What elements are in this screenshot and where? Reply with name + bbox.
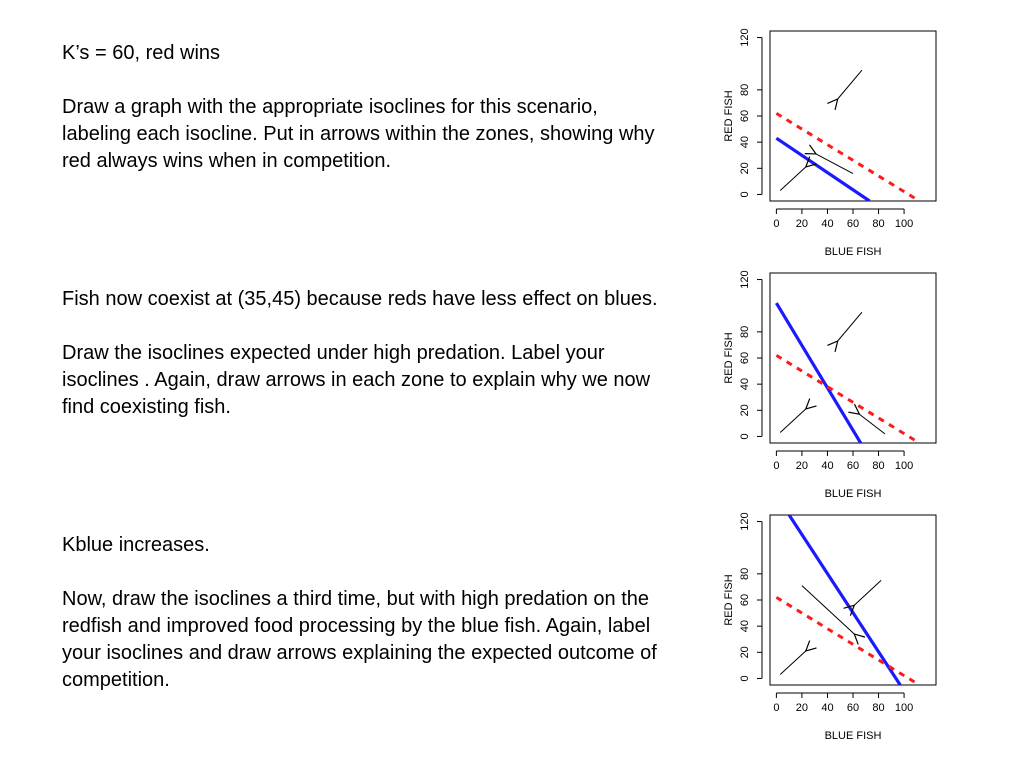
trajectory-arrow [838, 69, 863, 99]
x-tick-label: 0 [773, 460, 779, 472]
question-2-heading: Fish now coexist at (35,45) because reds… [62, 288, 658, 310]
plot-frame [769, 30, 937, 202]
x-tick-label: 40 [821, 702, 833, 714]
y-tick-label: 60 [739, 110, 751, 122]
x-tick-label: 0 [773, 218, 779, 230]
trajectory-arrow [779, 409, 806, 433]
trajectory-arrow [779, 651, 806, 675]
x-tick-label: 80 [872, 218, 884, 230]
y-tick-label: 120 [739, 28, 751, 46]
isoclines [775, 302, 921, 443]
x-axis-label: BLUE FISH [825, 246, 882, 258]
red-isocline [775, 112, 921, 201]
x-tick-label: 40 [821, 218, 833, 230]
plot-frame [769, 272, 937, 444]
x-tick-label: 20 [796, 218, 808, 230]
x-axis-label: BLUE FISH [825, 730, 882, 742]
question-block-3: Kblue increases. Now, draw the isoclines… [62, 532, 662, 694]
question-1-instructions: Draw a graph with the appropriate isocli… [62, 96, 655, 172]
blue-isocline [775, 302, 863, 443]
y-tick-label: 40 [739, 378, 751, 390]
x-axis-label: BLUE FISH [825, 488, 882, 500]
question-block-1: K’s = 60, red wins Draw a graph with the… [62, 40, 662, 175]
x-tick-label: 60 [847, 702, 859, 714]
red-isocline [775, 596, 921, 685]
x-tick-label: 40 [821, 460, 833, 472]
y-tick-label: 80 [739, 326, 751, 338]
y-tick-label: 20 [739, 162, 751, 174]
x-tick-label: 100 [895, 460, 913, 472]
red-isocline [775, 354, 921, 443]
y-tick-label: 40 [739, 136, 751, 148]
x-tick-label: 60 [847, 218, 859, 230]
y-tick-label: 80 [739, 568, 751, 580]
blue-isocline [787, 515, 902, 685]
y-tick-label: 80 [739, 84, 751, 96]
chart-1: 0 20 40 60 80 100 BLUE FISH 0 20 40 60 80 120 RED FIS… [723, 28, 937, 258]
question-1-heading: K’s = 60, red wins [62, 42, 221, 64]
x-tick-label: 100 [895, 702, 913, 714]
y-tick-label: 0 [739, 433, 751, 439]
chart-2: 0 20 40 60 80 100 BLUE FISH 0 20 40 60 80 120 RED FIS… [723, 270, 937, 500]
trajectory-arrow [838, 311, 863, 341]
isoclines [775, 515, 921, 685]
y-tick-label: 0 [739, 191, 751, 197]
x-tick-label: 20 [796, 460, 808, 472]
x-tick-label: 100 [895, 218, 913, 230]
x-tick-label: 80 [872, 460, 884, 472]
trajectory-arrow [779, 167, 806, 191]
y-tick-label: 20 [739, 404, 751, 416]
trajectory-arrow [801, 585, 854, 634]
blue-isocline [775, 136, 871, 201]
y-axis-label: RED FISH [723, 90, 735, 141]
chart-3: 0 20 40 60 80 100 BLUE FISH 0 20 40 60 80 120 RED FIS… [723, 512, 937, 742]
question-2-instructions: Draw the isoclines expected under high p… [62, 342, 651, 418]
x-tick-label: 60 [847, 460, 859, 472]
question-3-heading: Kblue increases. [62, 534, 210, 556]
y-tick-label: 40 [739, 620, 751, 632]
trajectory-arrow [854, 580, 882, 605]
y-tick-label: 120 [739, 270, 751, 288]
plot-frame [769, 514, 937, 686]
x-tick-label: 80 [872, 702, 884, 714]
question-3-instructions: Now, draw the isoclines a third time, bu… [62, 588, 657, 691]
y-tick-label: 20 [739, 646, 751, 658]
question-block-2: Fish now coexist at (35,45) because reds… [62, 286, 662, 421]
y-tick-label: 60 [739, 594, 751, 606]
trajectory-arrow [816, 154, 854, 174]
trajectory-arrow [859, 414, 886, 435]
isoclines [775, 112, 921, 201]
y-axis-label: RED FISH [723, 332, 735, 383]
y-tick-label: 60 [739, 352, 751, 364]
y-axis-label: RED FISH [723, 574, 735, 625]
y-tick-label: 0 [739, 675, 751, 681]
x-tick-label: 20 [796, 702, 808, 714]
x-tick-label: 0 [773, 702, 779, 714]
y-tick-label: 120 [739, 512, 751, 530]
